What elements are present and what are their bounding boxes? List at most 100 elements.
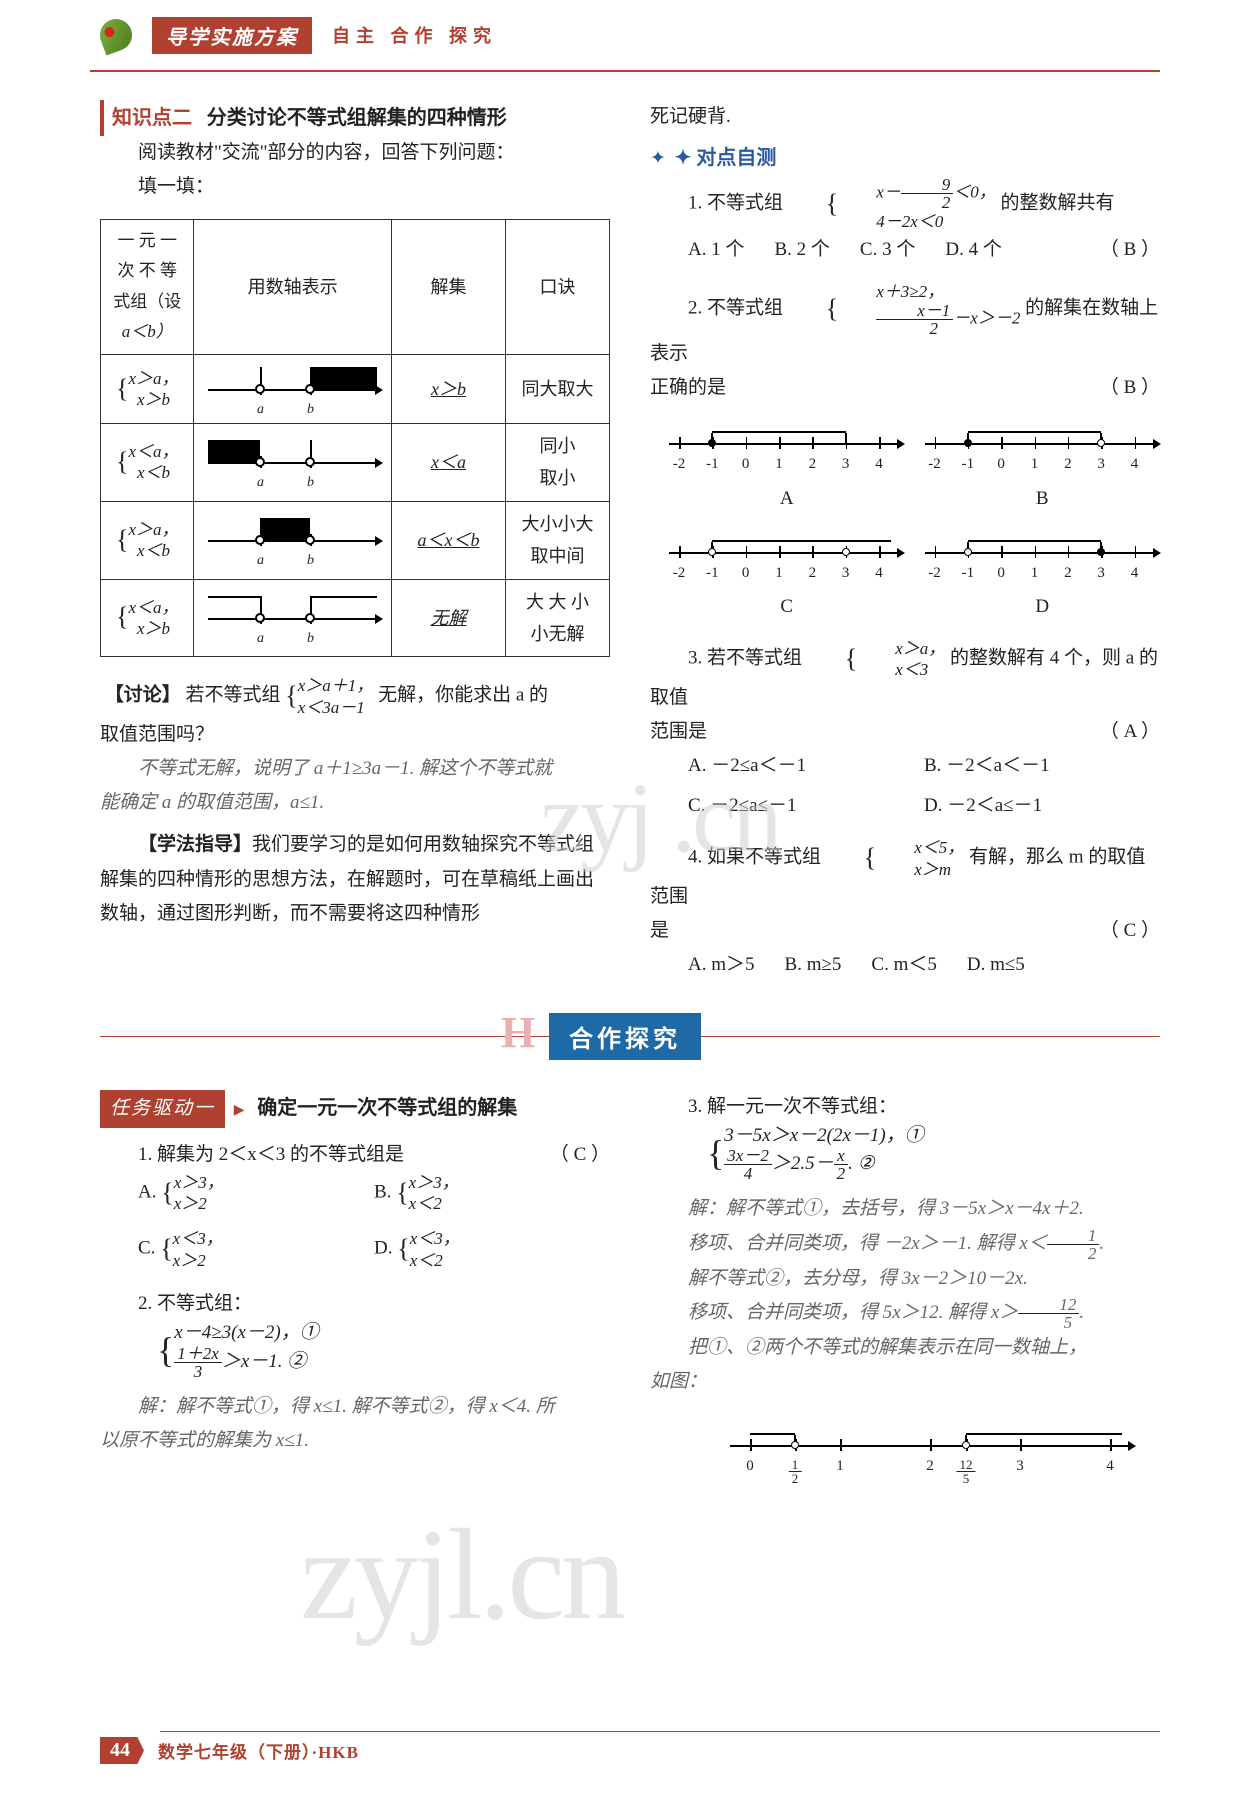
band-box: H 合作探究 [549, 1013, 701, 1060]
sys-part: －x＞－2 [953, 308, 1020, 327]
fill-prompt: 填一填： [100, 170, 610, 204]
q2-text: 2. 不等式组 [688, 297, 783, 318]
sys-part: . ② [848, 1153, 875, 1174]
sys-line: x－92＜0， [838, 176, 996, 211]
th1a: 一 元 一 [117, 231, 177, 250]
sys-line: 3－5x＞x－2(2x－1)，① [724, 1124, 923, 1148]
sys-line: 4－2x＜0 [838, 211, 996, 232]
q3-text: 范围是 [650, 721, 707, 742]
numberline-C: -2-101234 [669, 520, 899, 580]
ll-q1-stem: 1. 解集为 2＜x＜3 的不等式组是 （ C ） [100, 1138, 610, 1172]
q2-text: 正确的是 [650, 377, 726, 398]
task-badge: 任务驱动一 [100, 1090, 225, 1128]
frac-den: 4 [724, 1165, 772, 1182]
page-header: 导学实施方案 自主 合作 探究 [0, 0, 1250, 70]
sys-line: x＞a， [128, 519, 178, 540]
axis-diagram: a b [200, 590, 384, 646]
q4-options: A. m＞5 B. m≥5 C. m＜5 D. m≤5 [650, 948, 1160, 982]
lr-sol3: 解不等式②，去分母，得 3x－2＞10－2x. [650, 1262, 1160, 1296]
frac-den: 2 [901, 194, 954, 211]
cell-set: 无解 [391, 579, 505, 657]
numberline-B: -2-101234 [925, 411, 1155, 471]
header-subtitle: 自主 合作 探究 [332, 22, 497, 48]
cell-kou: 大 大 小 小无解 [506, 579, 610, 657]
frac-num: x [834, 1147, 849, 1165]
axis-diagram: a b [200, 361, 384, 417]
cases-table: 一 元 一 次 不 等 式组（设 a＜b） 用数轴表示 解集 口诀 {x＞a，x… [100, 219, 610, 658]
numline-wrap: -2-101234 C [669, 520, 905, 624]
sys-line: x＞3， [174, 1172, 224, 1193]
left-column: 知识点二 分类讨论不等式组解集的四种情形 阅读教材"交流"部分的内容，回答下列问… [100, 100, 610, 983]
band-initial: H [501, 1007, 539, 1058]
ll-q2-stem: 2. 不等式组： [100, 1287, 610, 1321]
section-band: H 合作探究 [0, 1013, 1250, 1060]
axis-diagram: a b [200, 512, 384, 568]
opt: A. －2≤a＜－1 [688, 749, 924, 783]
discuss-text-2: 取值范围吗？ [100, 718, 610, 752]
q3-options: A. －2≤a＜－1 B. －2＜a＜－1 C. －2≤a≤－1 D. －2＜a… [650, 749, 1160, 823]
diamond-icon: ✦ [650, 148, 666, 169]
cell-set: a＜x＜b [391, 501, 505, 579]
q3-answer: （ A ） [1100, 715, 1160, 749]
opt: B. {x＞3，x＜2 [374, 1172, 610, 1215]
cell-axis: a b [194, 501, 391, 579]
opt: D. m≤5 [967, 948, 1025, 982]
sys-line: x＞b [128, 389, 178, 410]
frac-den: 5 [1018, 1314, 1079, 1331]
sys-line: x＞2 [173, 1250, 223, 1271]
upper-content: 知识点二 分类讨论不等式组解集的四种情形 阅读教材"交流"部分的内容，回答下列问… [0, 70, 1250, 983]
cell-axis: a b [194, 579, 391, 657]
th1b: 次 不 等 [117, 261, 177, 280]
sys-part: ＜0， [953, 183, 996, 202]
sys-line: 1＋2x3＞x－1. ② [174, 1345, 318, 1380]
sol-text: 移项、合并同类项，得 5x＞12. 解得 x＞ [688, 1302, 1018, 1323]
q1-options: A. 1 个 B. 2 个 C. 3 个 D. 4 个 [650, 233, 1062, 267]
memo-line: 死记硬背. [650, 100, 1160, 134]
nl-letter: B [925, 482, 1161, 516]
header-rule [90, 70, 1160, 72]
set-ans: x＜a [431, 452, 466, 472]
lower-right-column: 3. 解一元一次不等式组： { 3－5x＞x－2(2x－1)，① 3x－24＞2… [650, 1090, 1160, 1480]
axis-diagram: a b [200, 434, 384, 490]
numline-wrap: -2-101234 D [925, 520, 1161, 624]
frac-num: 3x－2 [724, 1147, 772, 1165]
sys-line: x＜2 [409, 1193, 459, 1214]
nl-letter: D [925, 590, 1161, 624]
set-ans: 无解 [430, 608, 466, 628]
numline-wrap: -2-101234 B [925, 411, 1161, 515]
band-title: 合作探究 [569, 1027, 681, 1053]
sys-line: x＞3， [409, 1172, 459, 1193]
sys-line: x＜b [128, 462, 178, 483]
opt: C. m＜5 [871, 948, 936, 982]
nl-letter: A [669, 482, 905, 516]
opt: A. {x＞3，x＞2 [138, 1172, 374, 1215]
cell-system: {x＜a，x＞b [101, 579, 194, 657]
q1-answer: （ B ） [1062, 233, 1160, 267]
q4-stem-2: 是 （ C ） [650, 914, 1160, 948]
leaf-icon [95, 14, 136, 55]
lr-sol2: 移项、合并同类项，得 －2x＞－1. 解得 x＜12. [650, 1227, 1160, 1262]
header-title: 导学实施方案 [152, 17, 312, 54]
lr-q3-stem: 3. 解一元一次不等式组： [650, 1090, 1160, 1124]
q1-text: 1. 不等式组 [688, 193, 783, 214]
sys-line: x＜b [128, 540, 178, 561]
opt: B. 2 个 [774, 233, 829, 267]
task-title: 确定一元一次不等式组的解集 [257, 1097, 517, 1119]
numberline-D: -2-101234 [925, 520, 1155, 580]
opt: D. －2＜a≤－1 [924, 789, 1160, 823]
q1-stem: 1. 不等式组 { x－92＜0， 4－2x＜0 的整数解共有 （ B ） [650, 176, 1160, 232]
frac-den: 2 [876, 320, 953, 337]
footer-text: 数学七年级（下册）·HKB [158, 1738, 359, 1763]
sys-line: x＜3a－1 [298, 697, 374, 718]
discuss-label: 【讨论】 [105, 685, 181, 706]
sys-line: x＜2 [410, 1250, 460, 1271]
opt: D. {x＜3，x＜2 [374, 1228, 610, 1271]
q1-text: 的整数解共有 [1001, 193, 1115, 214]
q2-answer: （ B ） [1100, 371, 1160, 405]
page-number: 44 [100, 1737, 144, 1764]
cell-system: {x＞a，x＜b [101, 501, 194, 579]
frac-num: 12 [1018, 1296, 1079, 1314]
numline-wrap: -2-101234 A [669, 411, 905, 515]
logo-badge [100, 19, 132, 51]
set-ans: a＜x＜b [417, 530, 479, 550]
